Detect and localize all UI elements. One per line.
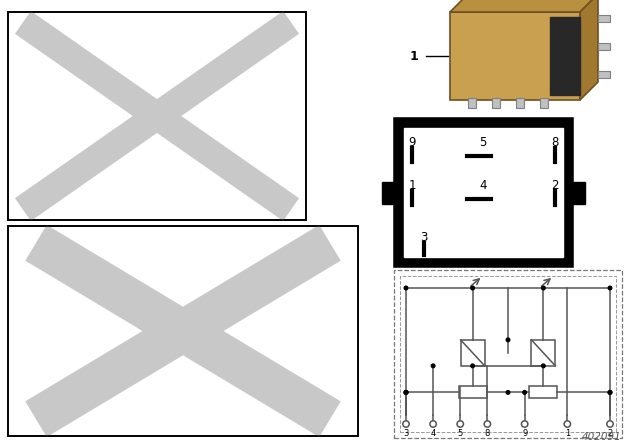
Bar xyxy=(8,226,358,436)
Circle shape xyxy=(541,286,545,290)
Text: 5: 5 xyxy=(479,135,486,148)
Circle shape xyxy=(608,391,612,394)
Text: 1: 1 xyxy=(408,178,416,191)
Text: 1: 1 xyxy=(564,429,570,438)
Circle shape xyxy=(404,286,408,290)
Bar xyxy=(468,98,476,108)
Circle shape xyxy=(506,391,510,394)
Circle shape xyxy=(471,286,474,290)
Bar xyxy=(396,120,571,265)
Bar xyxy=(598,71,610,78)
Circle shape xyxy=(430,421,436,427)
Circle shape xyxy=(471,364,474,368)
Circle shape xyxy=(484,421,491,427)
Circle shape xyxy=(404,391,408,394)
Circle shape xyxy=(608,286,612,290)
Text: 9: 9 xyxy=(408,135,416,148)
Text: 3: 3 xyxy=(403,429,409,438)
Text: 3: 3 xyxy=(420,231,428,244)
Text: 8: 8 xyxy=(551,135,559,148)
Bar xyxy=(598,43,610,50)
Circle shape xyxy=(457,421,463,427)
Polygon shape xyxy=(580,0,598,100)
Bar xyxy=(8,12,306,220)
Bar xyxy=(529,386,557,398)
Circle shape xyxy=(404,391,408,394)
Text: 9: 9 xyxy=(522,429,527,438)
Circle shape xyxy=(403,421,409,427)
Text: 8: 8 xyxy=(484,429,490,438)
Bar xyxy=(8,12,306,220)
Circle shape xyxy=(541,364,545,368)
Bar xyxy=(550,17,580,95)
Bar xyxy=(492,98,500,108)
Text: 2: 2 xyxy=(607,429,612,438)
Text: 4: 4 xyxy=(431,429,436,438)
Circle shape xyxy=(431,364,435,368)
Bar xyxy=(394,270,622,438)
Text: 4: 4 xyxy=(479,178,487,191)
Polygon shape xyxy=(450,0,598,12)
Bar xyxy=(598,15,610,22)
Bar xyxy=(461,340,484,366)
Bar xyxy=(516,98,524,108)
Circle shape xyxy=(607,421,613,427)
Text: 2: 2 xyxy=(551,178,559,191)
Bar xyxy=(404,128,563,257)
Bar xyxy=(382,182,396,204)
Circle shape xyxy=(523,391,527,394)
Circle shape xyxy=(522,421,528,427)
Text: 1: 1 xyxy=(409,49,418,63)
Circle shape xyxy=(564,421,570,427)
Bar xyxy=(400,276,616,432)
Circle shape xyxy=(608,391,612,394)
Bar xyxy=(571,182,585,204)
Circle shape xyxy=(404,391,408,394)
Text: 5: 5 xyxy=(458,429,463,438)
Bar xyxy=(459,386,486,398)
Bar xyxy=(531,340,556,366)
Bar xyxy=(8,226,358,436)
Bar xyxy=(540,98,548,108)
Polygon shape xyxy=(450,12,580,100)
Text: 402091: 402091 xyxy=(582,432,622,442)
Circle shape xyxy=(506,338,510,342)
